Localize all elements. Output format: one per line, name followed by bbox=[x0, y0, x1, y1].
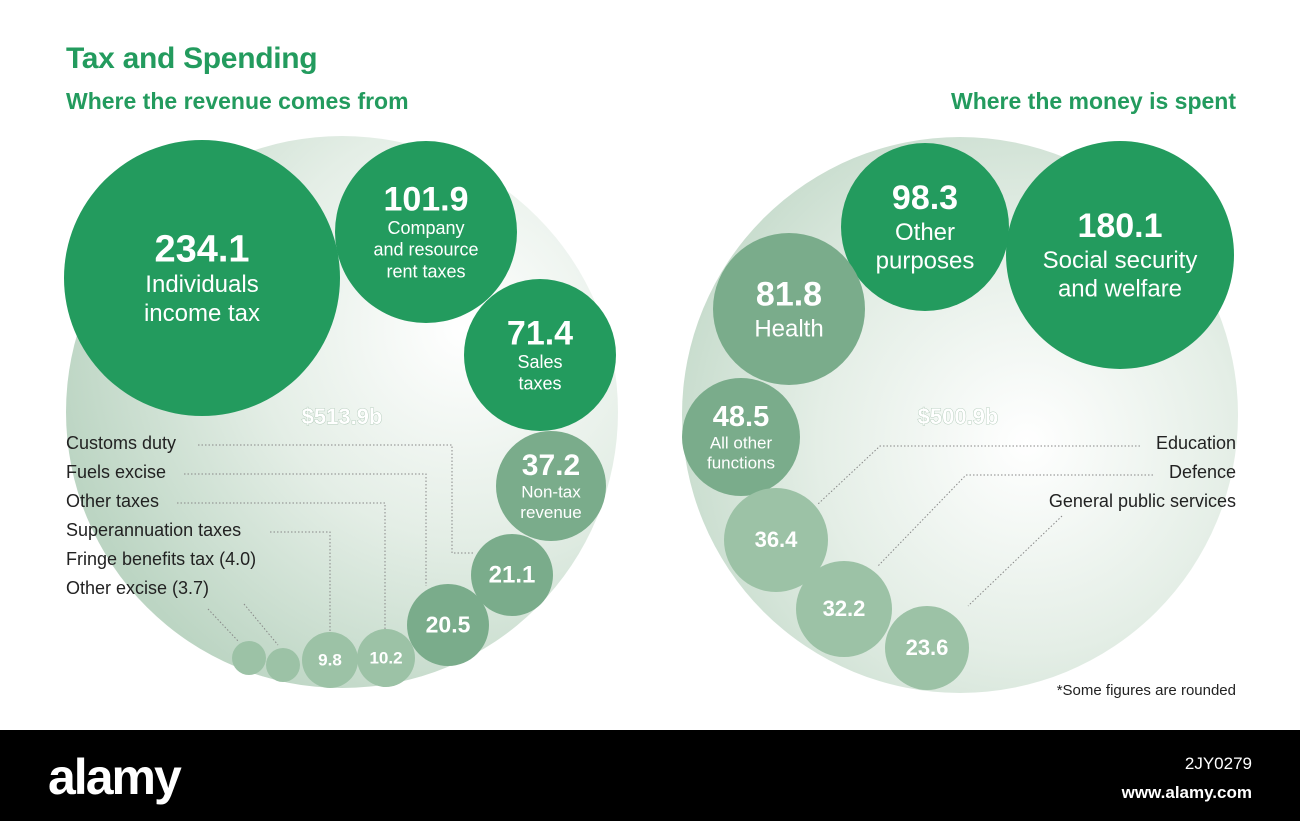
legend-label-fringe-benefits-tax: Fringe benefits tax (4.0) bbox=[66, 549, 256, 569]
bubble-value-defence: 32.2 bbox=[823, 596, 866, 621]
chart-title: Tax and Spending bbox=[66, 42, 318, 75]
image-id: 2JY0279 bbox=[1184, 754, 1252, 773]
bubble-other-purposes bbox=[841, 143, 1009, 311]
legend-label-other-excise: Other excise (3.7) bbox=[66, 578, 209, 598]
legend-label-customs-duty: Customs duty bbox=[66, 433, 176, 453]
leader-line bbox=[198, 444, 474, 554]
bubble-value-sales-taxes: 71.4 bbox=[507, 314, 573, 352]
bubble-label-health: Health bbox=[754, 315, 823, 342]
leader-line bbox=[207, 608, 240, 643]
leader-line bbox=[877, 474, 1153, 567]
bubble-non-tax-revenue bbox=[496, 431, 606, 541]
bubble-education bbox=[724, 488, 828, 592]
bubble-value-general-public-services: 23.6 bbox=[906, 635, 949, 660]
footnote: *Some figures are rounded bbox=[1057, 682, 1236, 699]
bubble-sales-taxes bbox=[464, 279, 616, 431]
bubble-general-public-services bbox=[885, 606, 969, 690]
bubble-value-social-security-and-welfare: 180.1 bbox=[1077, 207, 1162, 245]
bubble-other-excise bbox=[232, 641, 266, 675]
footer-bar: alamy 2JY0279 www.alamy.com bbox=[0, 730, 1300, 821]
bubble-other-taxes bbox=[357, 629, 415, 687]
bubble-value-non-tax-revenue: 37.2 bbox=[522, 449, 580, 482]
bubble-label-company-and-resource-rent-taxes: rent taxes bbox=[386, 261, 465, 281]
legend-label-general-public-services: General public services bbox=[1049, 491, 1236, 511]
bubble-value-education: 36.4 bbox=[755, 527, 799, 552]
bubble-label-other-purposes: Other bbox=[895, 219, 955, 246]
bubble-fuels-excise bbox=[407, 584, 489, 666]
legend-label-other-taxes: Other taxes bbox=[66, 491, 159, 511]
bubble-label-all-other-functions: functions bbox=[707, 454, 775, 473]
bubble-value-superannuation-taxes: 9.8 bbox=[318, 650, 342, 669]
bubble-value-other-purposes: 98.3 bbox=[892, 179, 958, 217]
bubble-label-non-tax-revenue: Non-tax bbox=[521, 483, 581, 502]
bubble-value-other-taxes: 10.2 bbox=[369, 648, 402, 667]
legend-label-defence: Defence bbox=[1169, 462, 1236, 482]
bubble-value-company-and-resource-rent-taxes: 101.9 bbox=[383, 180, 468, 218]
bubble-label-company-and-resource-rent-taxes: and resource bbox=[373, 240, 478, 260]
bubble-label-sales-taxes: Sales bbox=[517, 352, 562, 372]
leader-line bbox=[967, 515, 1063, 607]
leader-line bbox=[270, 531, 331, 632]
bubble-value-health: 81.8 bbox=[756, 275, 822, 313]
bubble-fringe-benefits-tax bbox=[266, 648, 300, 682]
bubble-label-individuals-income-tax: income tax bbox=[144, 300, 260, 327]
bubble-defence bbox=[796, 561, 892, 657]
bubble-value-fuels-excise: 20.5 bbox=[426, 611, 471, 637]
bubble-health bbox=[713, 233, 865, 385]
legend-label-fuels-excise: Fuels excise bbox=[66, 462, 166, 482]
bubble-label-social-security-and-welfare: Social security bbox=[1043, 247, 1198, 274]
revenue-subtitle: Where the revenue comes from bbox=[66, 88, 409, 114]
leader-line bbox=[184, 473, 427, 586]
legend-label-superannuation-taxes: Superannuation taxes bbox=[66, 520, 241, 540]
bubble-label-non-tax-revenue: revenue bbox=[520, 503, 581, 522]
bubble-social-security-and-welfare bbox=[1006, 141, 1234, 369]
bubble-value-customs-duty: 21.1 bbox=[489, 562, 536, 589]
bubble-label-other-purposes: purposes bbox=[876, 248, 975, 275]
bubble-value-individuals-income-tax: 234.1 bbox=[154, 228, 249, 270]
footer-url: www.alamy.com bbox=[1121, 783, 1252, 802]
revenue-total-label: $513.9b bbox=[302, 404, 383, 429]
bubble-value-all-other-functions: 48.5 bbox=[713, 401, 769, 433]
legend-label-education: Education bbox=[1156, 433, 1236, 453]
bubble-company-and-resource-rent-taxes bbox=[335, 141, 517, 323]
bubble-customs-duty bbox=[471, 534, 553, 616]
spending-subtitle: Where the money is spent bbox=[950, 88, 1236, 114]
bubble-superannuation-taxes bbox=[302, 632, 358, 688]
alamy-logo: alamy bbox=[48, 749, 182, 805]
bubble-label-sales-taxes: taxes bbox=[518, 373, 561, 393]
leader-line bbox=[177, 502, 386, 630]
bubble-label-all-other-functions: All other bbox=[710, 433, 773, 452]
spending-total-label: $500.9b bbox=[918, 404, 999, 429]
leader-line bbox=[817, 445, 1140, 505]
bubble-label-social-security-and-welfare: and welfare bbox=[1058, 276, 1182, 303]
bubble-label-company-and-resource-rent-taxes: Company bbox=[387, 218, 464, 238]
bubble-all-other-functions bbox=[682, 378, 800, 496]
bubble-individuals-income-tax bbox=[64, 140, 340, 416]
bubble-label-individuals-income-tax: Individuals bbox=[145, 271, 258, 298]
